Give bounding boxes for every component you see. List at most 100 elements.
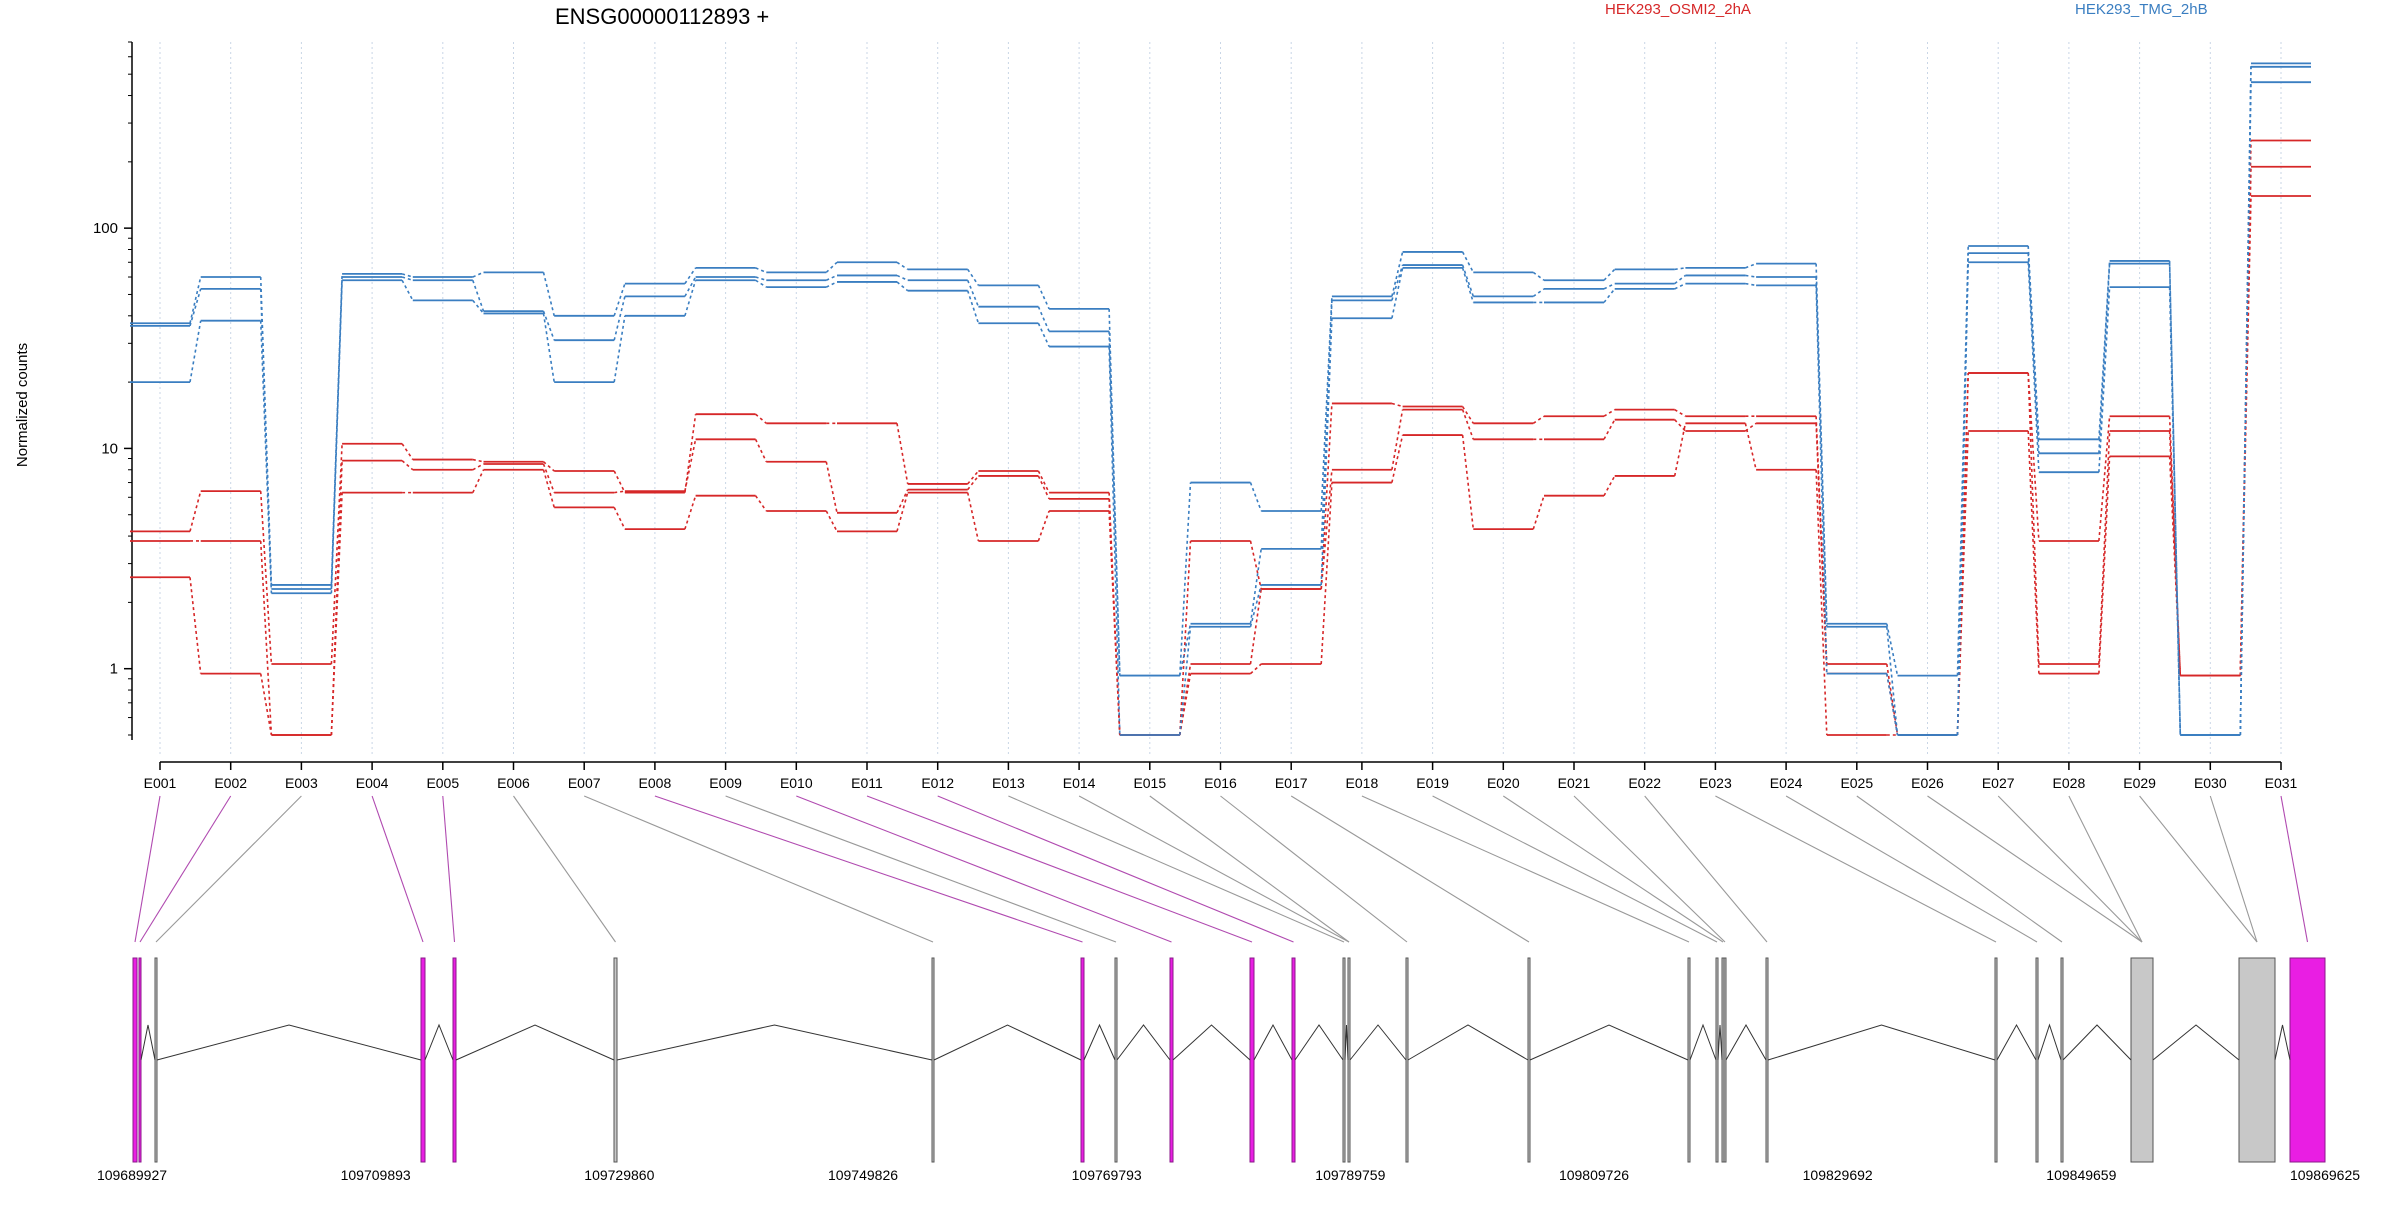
series-connector: [2027, 372, 2040, 665]
exon-connector: [1432, 795, 1718, 943]
series-connector: [1179, 626, 1192, 736]
exon-tick-label: E009: [709, 775, 742, 791]
series-connector: [1249, 548, 1262, 624]
exon-box: [452, 957, 457, 1163]
y-tick-label: 10: [101, 440, 118, 457]
exon-box: [1249, 957, 1255, 1163]
series-connector: [896, 281, 909, 292]
series-connector: [1179, 673, 1192, 736]
intron-line: [1407, 1024, 1529, 1061]
exon-tick-label: E024: [1770, 775, 1803, 791]
exon-box: [1687, 957, 1691, 1163]
legend-label-osmi2: HEK293_OSMI2_2hA: [1605, 1, 1751, 18]
series-connector: [472, 458, 484, 463]
series-connector: [259, 491, 273, 665]
genomic-coordinate-label: 109789759: [1315, 1167, 1385, 1183]
series-connector: [2168, 260, 2182, 736]
exon-tick-label: E026: [1911, 775, 1944, 791]
series-connector: [825, 461, 838, 513]
exon-box: [1169, 957, 1174, 1163]
series-connector: [1391, 402, 1403, 408]
series-connector: [1745, 282, 1757, 287]
series-connector: [2027, 430, 2040, 674]
intron-line: [2152, 1024, 2240, 1061]
exon-connector: [1715, 795, 1997, 943]
exon-tick-label: E006: [497, 775, 530, 791]
series-connector: [754, 438, 768, 463]
series-connector: [1037, 510, 1050, 542]
exon-connector: [371, 795, 424, 943]
intron-line: [1294, 1024, 1344, 1061]
series-connector: [1532, 415, 1545, 424]
exon-box: [1527, 957, 1531, 1163]
genomic-coordinate-label: 109869625: [2290, 1167, 2360, 1183]
exon-tick-label: E012: [921, 775, 954, 791]
exon-box: [1994, 957, 1998, 1163]
exon-connector: [1997, 795, 2143, 943]
intron-line: [455, 1024, 615, 1061]
intron-line: [1344, 1024, 1349, 1061]
series-connector: [542, 272, 555, 316]
series-connector: [613, 507, 626, 530]
exon-connector: [1502, 795, 1724, 943]
intron-line: [1717, 1024, 1723, 1061]
exon-connector: [2139, 795, 2258, 943]
exon-tick-label: E005: [426, 775, 459, 791]
exon-tick-label: E001: [144, 775, 177, 791]
series-connector: [1886, 673, 1899, 736]
series-connector: [2239, 66, 2252, 736]
intron-line: [2274, 1024, 2291, 1061]
series-connector: [2098, 456, 2111, 674]
exon-connector: [1361, 795, 1690, 943]
series-connector: [1179, 540, 1192, 736]
series-connector: [330, 273, 343, 585]
exon-box: [1405, 957, 1409, 1163]
intron-line: [140, 1024, 156, 1061]
series-connector: [1603, 419, 1616, 440]
series-connector: [1391, 267, 1404, 319]
exon-box: [613, 957, 618, 1163]
intron-line: [1767, 1024, 1996, 1061]
series-connector: [1037, 285, 1050, 310]
exon-box: [1114, 957, 1118, 1163]
series-connector: [613, 283, 626, 317]
exon-connector: [866, 795, 1253, 943]
series-connector: [1391, 264, 1404, 301]
series-connector: [1108, 346, 1121, 736]
exon-box: [138, 957, 142, 1163]
intron-line: [1083, 1023, 1116, 1061]
series-connector: [967, 475, 980, 491]
genomic-coordinate-label: 109709893: [341, 1167, 411, 1183]
exon-box: [2035, 957, 2039, 1163]
intron-line: [1116, 1024, 1171, 1061]
series-connector: [189, 490, 202, 532]
series-connector: [1674, 408, 1686, 417]
genomic-coordinate-label: 109689927: [97, 1167, 167, 1183]
series-connector: [542, 463, 555, 493]
series-connector: [1532, 271, 1545, 281]
series-connector: [472, 299, 485, 314]
intron-line: [2037, 1023, 2062, 1061]
series-connector: [330, 492, 343, 736]
series-connector: [1674, 274, 1686, 285]
series-connector: [1037, 475, 1050, 500]
series-connector: [613, 315, 626, 383]
exon-connector: [1927, 795, 2143, 943]
series-connector: [1603, 268, 1616, 281]
series-connector: [189, 288, 202, 327]
series-connector: [1320, 482, 1333, 665]
series-connector: [2098, 263, 2111, 454]
exon-tick-label: E010: [780, 775, 813, 791]
exon-tick-label: E007: [568, 775, 601, 791]
exon-tick-label: E015: [1133, 775, 1166, 791]
exon-connector: [1290, 795, 1530, 943]
series-connector: [2098, 416, 2111, 542]
exon-tick-label: E030: [2194, 775, 2227, 791]
series-connector: [401, 273, 414, 278]
exon-box: [1347, 957, 1351, 1163]
exon-tick-label: E003: [285, 775, 318, 791]
genomic-coordinate-label: 109829692: [1803, 1167, 1873, 1183]
series-connector: [967, 470, 980, 485]
exon-connector: [1644, 795, 1768, 943]
